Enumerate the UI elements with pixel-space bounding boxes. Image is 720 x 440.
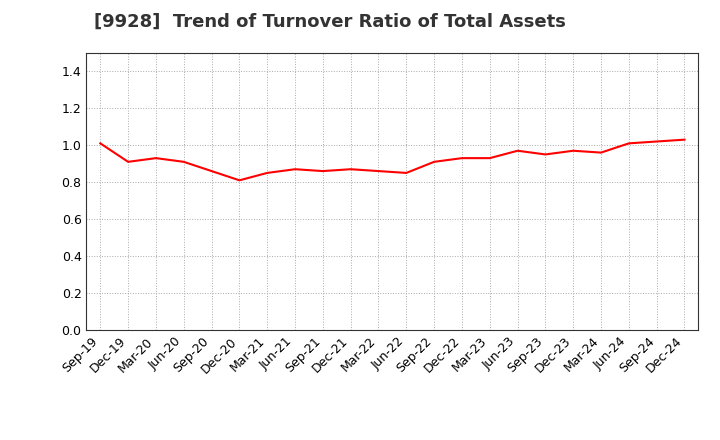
Text: [9928]  Trend of Turnover Ratio of Total Assets: [9928] Trend of Turnover Ratio of Total … xyxy=(94,13,565,31)
